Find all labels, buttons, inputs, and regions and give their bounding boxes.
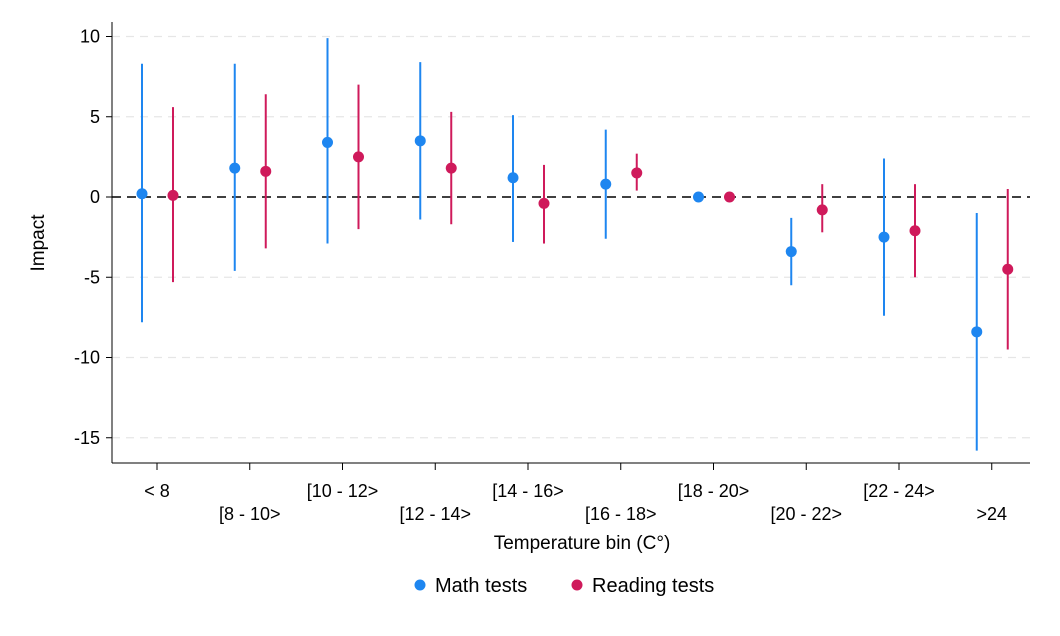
data-point: [600, 178, 612, 190]
data-point: [538, 197, 550, 209]
gridlines: [112, 35, 1030, 439]
x-tick-label: [20 - 22>: [770, 504, 842, 524]
series-0: [136, 38, 983, 451]
x-tick-label: [18 - 20>: [678, 481, 750, 501]
axes: [106, 22, 1030, 470]
y-tick-label: 10: [80, 27, 100, 47]
y-axis-title: Impact: [28, 214, 49, 272]
y-tick-label: -10: [74, 348, 100, 368]
data-point: [1002, 263, 1014, 275]
x-tick-label: [14 - 16>: [492, 481, 564, 501]
data-point: [909, 225, 921, 237]
legend-label-reading: Reading tests: [592, 575, 714, 597]
legend: Math tests Reading tests: [414, 575, 714, 597]
x-tick-label: [22 - 24>: [863, 481, 935, 501]
data-point: [878, 231, 890, 243]
legend-marker-math: [414, 579, 426, 591]
data-point: [229, 162, 241, 174]
y-tick-label: 0: [90, 187, 100, 207]
legend-label-math: Math tests: [435, 575, 527, 597]
data-point: [167, 189, 179, 201]
y-tick-label: -15: [74, 428, 100, 448]
data-point: [785, 246, 797, 258]
data-point: [353, 151, 364, 163]
legend-marker-reading: [571, 579, 583, 591]
x-tick-label: [12 - 14>: [399, 504, 471, 524]
data-marks: [136, 38, 1014, 451]
data-point: [136, 188, 148, 200]
x-tick-label: [8 - 10>: [219, 504, 281, 524]
data-point: [631, 167, 643, 179]
y-tick-label: 5: [90, 107, 100, 127]
series-1: [167, 84, 1014, 350]
tick-labels: 10 5 0 -5 -10 -15 < 8 [8 - 10> [10 - 12> [12 - 14…: [74, 27, 1007, 525]
x-tick-label: >24: [976, 504, 1007, 524]
data-point: [414, 135, 426, 147]
data-point: [693, 191, 704, 203]
x-tick-label: < 8: [144, 481, 170, 501]
data-point: [322, 136, 333, 148]
data-point: [816, 204, 828, 216]
data-point: [971, 326, 983, 338]
data-point: [507, 172, 519, 184]
data-point: [724, 191, 735, 203]
y-tick-label: -5: [84, 267, 100, 287]
x-tick-label: [10 - 12>: [307, 481, 379, 501]
x-tick-label: [16 - 18>: [585, 504, 657, 524]
x-axis-title: Temperature bin (C°): [494, 533, 671, 554]
data-point: [445, 162, 457, 174]
data-point: [260, 165, 272, 177]
